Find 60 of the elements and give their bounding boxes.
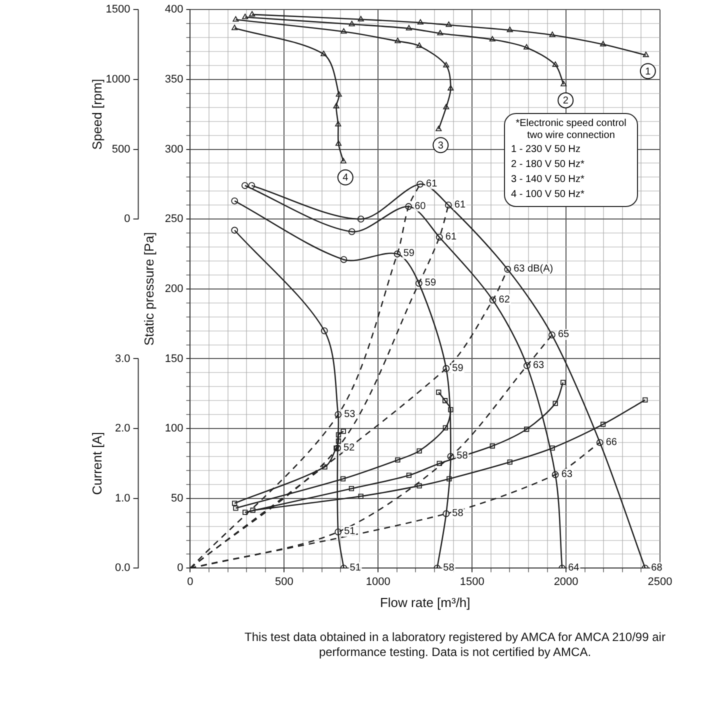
series-label: 4	[342, 172, 349, 184]
x-tick-label: 1500	[460, 576, 484, 588]
annotation: 61	[426, 178, 438, 190]
annotation: 52	[344, 442, 356, 454]
y-tick-label: 150	[164, 352, 184, 365]
x-tick-label: 0	[187, 576, 194, 588]
y2-axis-title: Speed [rpm]	[90, 78, 105, 150]
y-tick-label: 350	[164, 73, 184, 86]
text: This test data obtained in a laboratory registered by AMCA for AMCA 210/99 air performance testing. Data is not certified by AMCA.	[244, 630, 666, 660]
annotation: 62	[498, 294, 510, 306]
y3-tick-label: 0.0	[114, 562, 130, 574]
series-label: 2	[562, 96, 569, 107]
annotation: 59	[403, 248, 415, 260]
x-tick-label: 2000	[554, 576, 578, 588]
annotation: 58	[452, 508, 464, 519]
annotation: 59	[424, 278, 436, 289]
x-axis-title: Flow rate [m³/h]	[380, 594, 470, 610]
y2-tick-label: 0	[124, 213, 130, 226]
annotation: 63 dB(A)	[514, 264, 554, 275]
annotation: 2 - 180 V 50 Hz*	[511, 158, 586, 172]
y-tick-label: 250	[164, 213, 184, 226]
annotation: 63	[532, 360, 545, 371]
annotation: 63	[561, 468, 573, 480]
y-tick-label: 400	[164, 4, 184, 16]
annotation: 68	[651, 562, 663, 574]
annotation: 59	[452, 362, 464, 374]
x-tick-label: 500	[275, 576, 294, 588]
annotation: 58	[443, 562, 455, 574]
y3-tick-label: 2.0	[114, 422, 130, 435]
annotation: 65	[558, 329, 570, 340]
annotation: two wire connection	[526, 130, 616, 142]
annotation: 58	[456, 450, 468, 462]
annotation: *Electronic speed control	[514, 118, 628, 130]
series-label: 1	[645, 66, 652, 78]
y-tick-label: 300	[164, 143, 184, 156]
y3-tick-label: 1.0	[114, 492, 130, 504]
annotation: 51	[350, 562, 362, 574]
y-tick-label: 50	[170, 492, 184, 504]
y-tick-label: 100	[164, 422, 184, 435]
annotation: 61	[445, 231, 457, 242]
y2-tick-label: 1500	[106, 4, 130, 16]
annotation: 3 - 140 V 50 Hz*	[511, 173, 586, 187]
y2-tick-label: 500	[112, 143, 130, 156]
x-tick-label: 1000	[366, 576, 390, 588]
annotation: 1 - 230 V 50 Hz	[511, 143, 582, 157]
annotation: 66	[606, 436, 618, 448]
annotation: 61	[454, 199, 466, 210]
y3-axis-title: Current [A]	[90, 432, 105, 495]
y-tick-label: 0	[177, 562, 184, 574]
series-label: 3	[438, 140, 444, 152]
y3-tick-label: 3.0	[114, 352, 130, 365]
y-axis-title: Static pressure [Pa]	[142, 232, 157, 346]
annotation: 64	[568, 562, 580, 574]
annotation: 53	[344, 408, 356, 420]
annotation: 4 - 100 V 50 Hz*	[511, 188, 586, 202]
y2-tick-label: 1000	[106, 73, 130, 86]
x-tick-label: 2500	[648, 576, 672, 588]
annotation: 51	[344, 526, 356, 538]
annotation: 60	[414, 200, 426, 212]
y-tick-label: 200	[164, 282, 184, 295]
